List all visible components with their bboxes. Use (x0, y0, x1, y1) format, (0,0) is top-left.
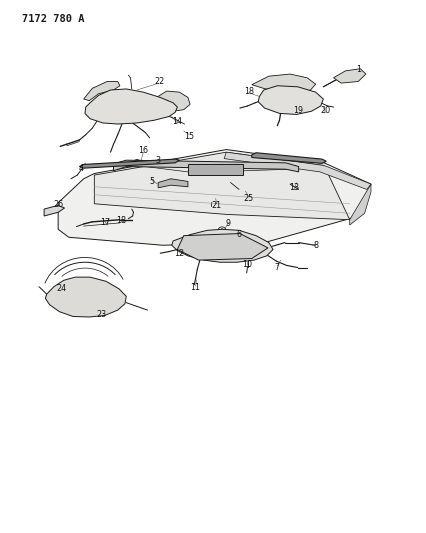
Polygon shape (258, 86, 322, 115)
Text: 7172 780 A: 7172 780 A (22, 14, 84, 24)
Polygon shape (94, 152, 349, 220)
Ellipse shape (144, 104, 155, 115)
Text: 4: 4 (79, 164, 84, 173)
Polygon shape (251, 153, 325, 164)
Polygon shape (171, 229, 273, 262)
Polygon shape (155, 91, 190, 111)
Text: 16: 16 (138, 146, 148, 155)
Text: 12: 12 (174, 249, 184, 259)
Text: 15: 15 (184, 132, 194, 141)
Text: 18: 18 (116, 216, 126, 225)
Ellipse shape (220, 242, 230, 251)
Text: 1: 1 (355, 66, 360, 74)
Ellipse shape (121, 100, 135, 114)
Text: 13: 13 (289, 183, 299, 192)
Ellipse shape (234, 230, 241, 237)
Polygon shape (83, 82, 120, 101)
Polygon shape (79, 159, 179, 168)
Text: 21: 21 (211, 201, 222, 211)
Text: 24: 24 (56, 284, 66, 293)
Ellipse shape (212, 235, 238, 259)
Text: 3: 3 (155, 156, 160, 165)
Ellipse shape (220, 229, 223, 232)
Ellipse shape (286, 163, 293, 168)
Ellipse shape (206, 197, 216, 206)
Text: 11: 11 (190, 283, 200, 292)
Text: 14: 14 (172, 117, 182, 126)
Ellipse shape (285, 95, 298, 107)
Ellipse shape (216, 238, 233, 254)
Polygon shape (251, 74, 315, 93)
Ellipse shape (77, 290, 90, 302)
Ellipse shape (305, 98, 316, 108)
Text: 7: 7 (274, 263, 279, 272)
Polygon shape (85, 89, 177, 124)
Ellipse shape (124, 103, 132, 111)
Text: 10: 10 (242, 261, 252, 269)
Text: 22: 22 (153, 77, 164, 86)
Ellipse shape (237, 188, 248, 198)
Text: 6: 6 (236, 230, 241, 239)
Polygon shape (113, 160, 298, 172)
Polygon shape (44, 205, 64, 216)
Text: 9: 9 (225, 220, 230, 229)
Ellipse shape (218, 227, 225, 234)
Ellipse shape (72, 285, 95, 306)
Ellipse shape (116, 96, 140, 118)
Ellipse shape (66, 280, 101, 311)
Polygon shape (58, 150, 370, 245)
Text: 19: 19 (293, 106, 303, 115)
Text: 26: 26 (53, 200, 63, 209)
Ellipse shape (294, 188, 302, 195)
Text: 18: 18 (243, 86, 253, 95)
Ellipse shape (46, 293, 55, 302)
Ellipse shape (280, 91, 303, 111)
Polygon shape (349, 184, 370, 225)
Text: 5: 5 (149, 177, 154, 186)
Text: 8: 8 (312, 241, 317, 250)
Ellipse shape (210, 165, 220, 173)
Text: 25: 25 (243, 194, 253, 203)
Polygon shape (158, 179, 187, 188)
Text: 20: 20 (320, 106, 330, 115)
Polygon shape (224, 152, 370, 189)
Ellipse shape (147, 107, 152, 112)
Text: 23: 23 (96, 310, 106, 319)
Polygon shape (177, 233, 268, 260)
Ellipse shape (213, 167, 217, 171)
Ellipse shape (308, 100, 313, 105)
Polygon shape (333, 69, 365, 83)
Text: 17: 17 (100, 219, 110, 228)
Polygon shape (187, 164, 243, 174)
Ellipse shape (133, 160, 140, 166)
Polygon shape (45, 277, 126, 317)
